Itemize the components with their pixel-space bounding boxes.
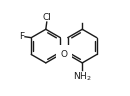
Text: F: F [19,32,25,41]
Text: O: O [61,50,68,59]
Text: NH$_2$: NH$_2$ [73,70,92,83]
Text: Cl: Cl [42,13,51,22]
